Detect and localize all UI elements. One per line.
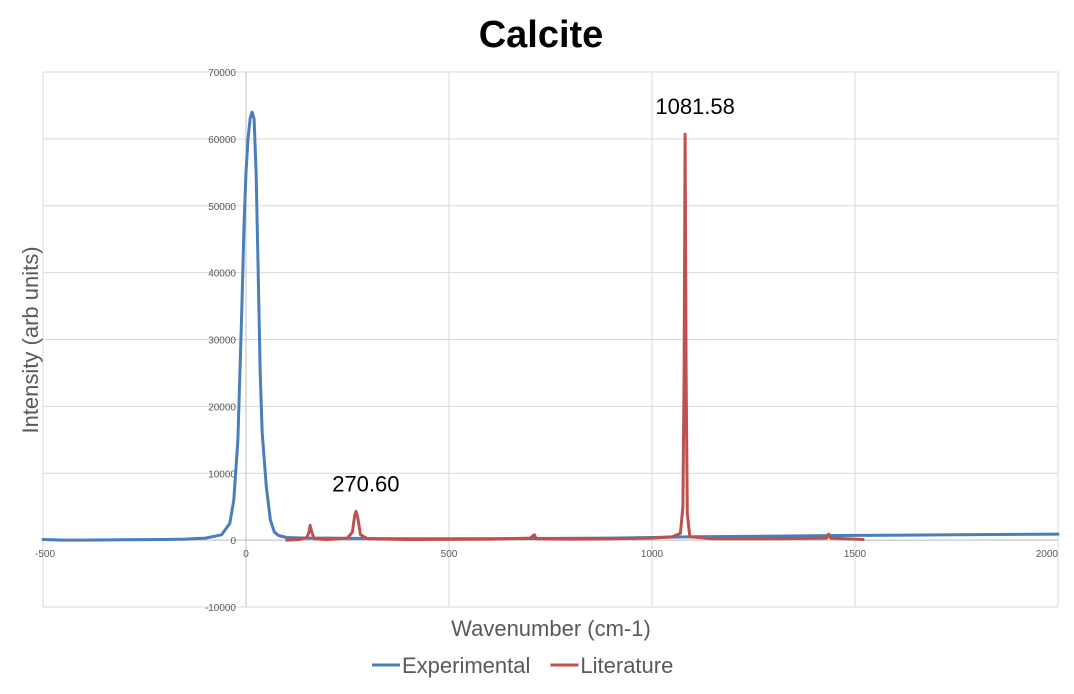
y-tick-label: -10000	[205, 603, 237, 614]
x-axis-label: Wavenumber (cm-1)	[451, 616, 651, 641]
peak-label: 270.60	[332, 471, 399, 496]
x-tick-label: 1000	[641, 549, 664, 560]
y-tick-label: 30000	[208, 336, 236, 347]
x-tick-label: 1500	[844, 549, 867, 560]
y-tick-label: 50000	[208, 202, 236, 213]
y-tick-label: 70000	[208, 68, 236, 79]
legend-label: Literature	[580, 653, 673, 678]
x-tick-label: 2000	[1036, 549, 1059, 560]
legend: Experimental Literature	[372, 653, 673, 678]
series-line-experimental	[41, 110, 1060, 542]
legend-label: Experimental	[402, 653, 530, 678]
y-tick-label: 0	[230, 536, 236, 547]
x-tick-labels: -500 0 500 1000 1500 2000	[35, 549, 1058, 560]
chart-title: Calcite	[479, 14, 604, 56]
x-tick-label: 500	[441, 549, 458, 560]
x-tick-label: -500	[35, 549, 55, 560]
y-tick-label: 60000	[208, 135, 236, 146]
y-tick-labels: -10000 0 10000 20000 30000 40000 50000 60000 700…	[205, 68, 237, 614]
peak-annotations: 270.60 1081.58	[332, 94, 735, 496]
x-tick-label: 0	[243, 549, 249, 560]
series-line-literature	[285, 132, 865, 542]
y-axis-label: Intensity (arb units)	[18, 246, 43, 433]
series-lines	[41, 110, 1060, 542]
grid	[42, 71, 1059, 608]
y-tick-label: 20000	[208, 402, 236, 413]
y-tick-label: 40000	[208, 269, 236, 280]
peak-label: 1081.58	[655, 94, 735, 119]
y-tick-label: 10000	[208, 469, 236, 480]
